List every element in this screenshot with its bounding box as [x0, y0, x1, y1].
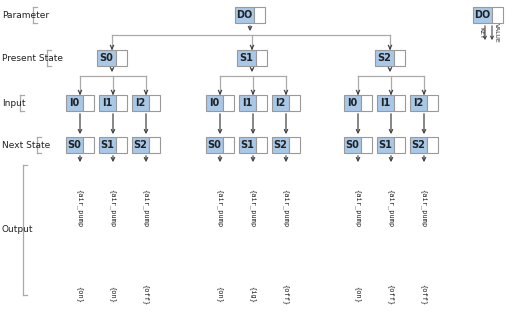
- Text: S1: S1: [241, 140, 255, 150]
- Bar: [239, 95, 256, 111]
- Text: {air_pump: {air_pump: [77, 189, 84, 227]
- Bar: [223, 137, 234, 153]
- Text: I2: I2: [136, 98, 146, 108]
- Text: {air_pump: {air_pump: [388, 189, 394, 227]
- Text: I0: I0: [70, 98, 80, 108]
- Bar: [132, 137, 149, 153]
- Text: S2: S2: [412, 140, 426, 150]
- Bar: [206, 95, 223, 111]
- Bar: [84, 95, 94, 111]
- Bar: [410, 95, 427, 111]
- Text: S0: S0: [99, 53, 113, 63]
- Bar: [361, 137, 372, 153]
- Text: {off}: {off}: [143, 284, 149, 306]
- Text: {on}: {on}: [77, 287, 84, 304]
- Text: S0: S0: [68, 140, 81, 150]
- Text: Output: Output: [2, 225, 34, 234]
- Text: {air_pump: {air_pump: [217, 189, 223, 227]
- Bar: [117, 137, 127, 153]
- Text: {air_pump: {air_pump: [250, 189, 256, 227]
- Bar: [272, 137, 289, 153]
- Bar: [239, 137, 256, 153]
- Text: Parameter: Parameter: [2, 11, 49, 20]
- Text: {off}: {off}: [421, 284, 427, 306]
- Bar: [375, 50, 394, 66]
- Bar: [344, 137, 361, 153]
- Text: DO: DO: [474, 10, 491, 20]
- Text: I2: I2: [413, 98, 424, 108]
- Text: DO: DO: [236, 10, 252, 20]
- Bar: [235, 7, 254, 23]
- Text: VALUE: VALUE: [494, 23, 498, 43]
- Text: S0: S0: [346, 140, 360, 150]
- Bar: [289, 137, 300, 153]
- Bar: [256, 137, 267, 153]
- Text: Present State: Present State: [2, 53, 63, 62]
- Text: {air_pump: {air_pump: [143, 189, 149, 227]
- Text: {air_pump: {air_pump: [355, 189, 361, 227]
- Text: {on}: {on}: [355, 287, 361, 304]
- Text: KEY: KEY: [478, 27, 484, 39]
- Bar: [272, 95, 289, 111]
- Bar: [410, 137, 427, 153]
- Bar: [149, 95, 160, 111]
- Bar: [394, 95, 405, 111]
- Text: S2: S2: [274, 140, 288, 150]
- Text: I0: I0: [210, 98, 220, 108]
- Bar: [206, 137, 223, 153]
- Text: I1: I1: [103, 98, 113, 108]
- Text: {on}: {on}: [217, 287, 223, 304]
- Bar: [492, 7, 503, 23]
- Text: S1: S1: [101, 140, 114, 150]
- Bar: [344, 95, 361, 111]
- Text: {off}: {off}: [282, 284, 289, 306]
- Text: {off}: {off}: [388, 284, 394, 306]
- Text: S0: S0: [207, 140, 222, 150]
- Bar: [427, 95, 438, 111]
- Text: {air_pump: {air_pump: [110, 189, 117, 227]
- Text: {air_pump: {air_pump: [421, 189, 427, 227]
- Text: Input: Input: [2, 99, 26, 108]
- Bar: [394, 137, 405, 153]
- Bar: [237, 50, 255, 66]
- Bar: [84, 137, 94, 153]
- Text: I2: I2: [276, 98, 286, 108]
- Bar: [377, 95, 394, 111]
- Bar: [66, 95, 84, 111]
- Text: {air_pump: {air_pump: [282, 189, 289, 227]
- Bar: [256, 95, 267, 111]
- Bar: [289, 95, 300, 111]
- Text: {ig}: {ig}: [250, 287, 256, 304]
- Text: S1: S1: [239, 53, 253, 63]
- Bar: [255, 50, 267, 66]
- Text: {on}: {on}: [110, 287, 117, 304]
- Text: I1: I1: [243, 98, 253, 108]
- Bar: [99, 95, 117, 111]
- Bar: [427, 137, 438, 153]
- Bar: [473, 7, 492, 23]
- Text: S1: S1: [379, 140, 393, 150]
- Bar: [117, 95, 127, 111]
- Bar: [132, 95, 149, 111]
- Bar: [99, 137, 117, 153]
- Bar: [115, 50, 127, 66]
- Text: Next State: Next State: [2, 140, 50, 149]
- Bar: [149, 137, 160, 153]
- Text: I0: I0: [347, 98, 358, 108]
- Text: S2: S2: [134, 140, 147, 150]
- Bar: [377, 137, 394, 153]
- Text: S2: S2: [377, 53, 391, 63]
- Text: I1: I1: [380, 98, 391, 108]
- Bar: [361, 95, 372, 111]
- Bar: [223, 95, 234, 111]
- Bar: [66, 137, 84, 153]
- Bar: [97, 50, 115, 66]
- Bar: [254, 7, 265, 23]
- Bar: [394, 50, 405, 66]
